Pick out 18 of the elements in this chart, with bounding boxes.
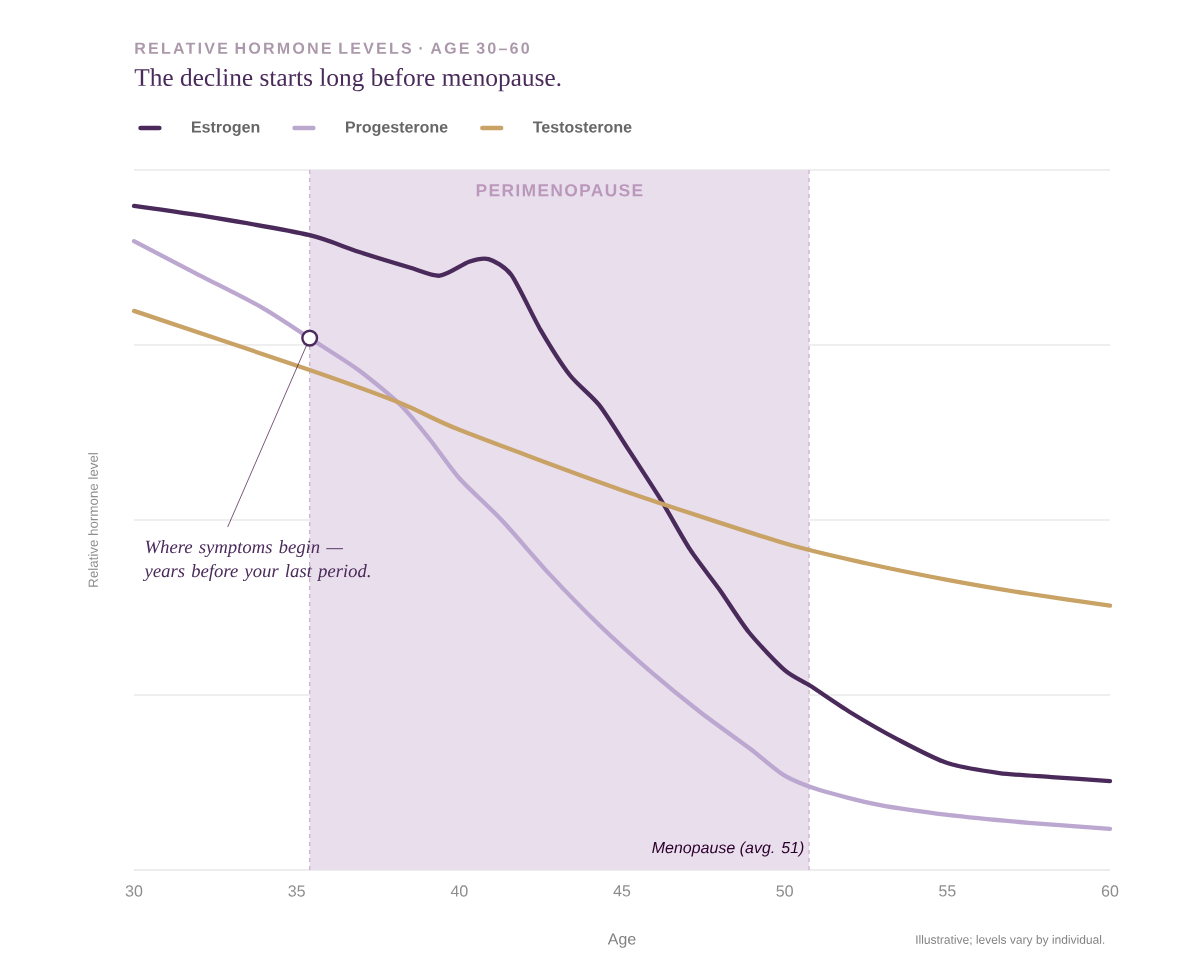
x-tick-label: 60 [1101, 885, 1119, 897]
x-tick-label: 50 [776, 885, 793, 897]
text: Illustrative; levels vary by individual. [916, 935, 1105, 947]
chart-title: RELATIVE HORMONE LEVELS · AGE 30–60 [135, 42, 529, 54]
legend-label: Estrogen [192, 121, 260, 136]
y-axis-title: Relative hormone level [88, 453, 98, 587]
x-tick-label: 45 [613, 885, 631, 897]
annotation: Where symptoms begin — years before your last period. [143, 540, 370, 582]
x-tick-label: 30 [125, 885, 143, 897]
legend-label: Testosterone [532, 121, 632, 133]
legend-label: Progesterone [346, 121, 448, 136]
x-axis-title: Age [607, 933, 636, 948]
x-tick-label: 40 [450, 885, 468, 897]
ref-line-label: Menopause (avg. 51) [652, 841, 804, 857]
band-label: PERIMENOPAUSE [476, 184, 643, 197]
x-tick-label: 55 [939, 885, 956, 897]
x-tick-label: 35 [288, 885, 305, 897]
chart-subtitle: The decline starts long before menopause. [134, 68, 561, 92]
